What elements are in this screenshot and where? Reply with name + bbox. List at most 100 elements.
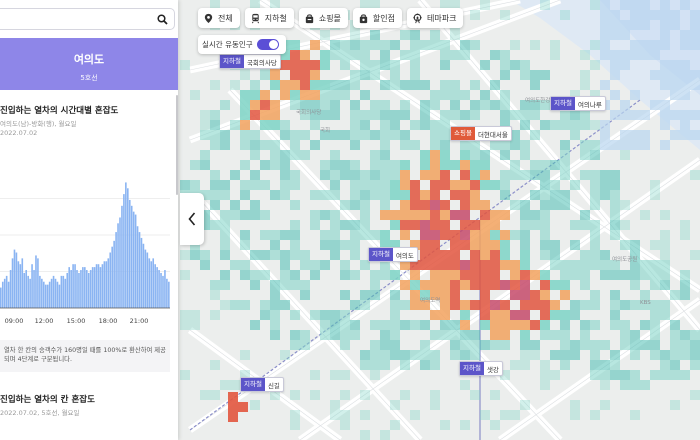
collapse-panel-button[interactable]: [180, 193, 204, 245]
filter-discount-store[interactable]: 할인점: [352, 8, 403, 28]
heat-cell: [210, 110, 220, 120]
chart-bar: [64, 278, 67, 308]
heat-cell: [350, 30, 360, 40]
heat-cell: [460, 330, 470, 340]
heat-cell: [440, 260, 450, 270]
heat-cell: [370, 150, 380, 160]
map-pin-subway[interactable]: 지하철 신길: [240, 377, 284, 392]
chart-bar: [37, 258, 39, 308]
chart-bar: [99, 267, 102, 308]
chart-bar: [1, 281, 4, 308]
map-pin-subway[interactable]: 지하철 여의나루: [550, 96, 606, 111]
heat-cell: [670, 320, 680, 330]
heat-cell: [390, 60, 400, 70]
heat-cell: [280, 80, 290, 90]
heat-cell: [590, 240, 600, 250]
search-input[interactable]: [0, 8, 175, 30]
heat-cell: [590, 0, 600, 10]
heat-cell: [450, 280, 460, 290]
panel-scrollbar[interactable]: [176, 95, 178, 195]
heat-cell: [680, 40, 690, 50]
map-pin-subway[interactable]: 지하철 여의도: [368, 247, 418, 262]
filter-theme-park[interactable]: 테마파크: [407, 8, 464, 28]
heat-cell: [310, 210, 320, 220]
chart-bar: [33, 270, 35, 308]
heat-cell: [310, 110, 320, 120]
heat-cell: [540, 250, 550, 260]
filter-all[interactable]: 전체: [198, 8, 240, 28]
heat-cell: [430, 130, 440, 140]
map-pin-subway[interactable]: 지하철 샛강: [459, 361, 503, 376]
car-congestion-title: 진입하는 열차의 칸 혼잡도: [0, 395, 95, 405]
heat-cell: [240, 120, 250, 130]
heat-cell: [540, 220, 550, 230]
heat-cell: [360, 210, 370, 220]
chart-bar: [72, 264, 74, 308]
map-pin-shopping[interactable]: 쇼핑몰 더현대서울: [450, 126, 512, 141]
map-pin-subway[interactable]: 지하철 국회의사당: [219, 54, 281, 69]
heat-cell: [510, 280, 520, 290]
heat-cell: [310, 310, 320, 320]
heat-cell: [560, 150, 570, 160]
heat-cell: [490, 50, 500, 60]
filter-label: 테마파크: [427, 13, 457, 23]
chart-bar: [109, 252, 112, 308]
pin-tag: 쇼핑몰: [451, 127, 475, 140]
chart-bar: [39, 275, 41, 308]
heat-cell: [300, 250, 310, 260]
search-icon[interactable]: [157, 14, 168, 25]
heat-cell: [520, 310, 530, 320]
heat-cell: [390, 420, 400, 430]
heat-cell: [570, 120, 580, 130]
heat-cell: [370, 160, 380, 170]
heat-cell: [430, 40, 440, 50]
realtime-label: 실시간 유동인구: [202, 40, 253, 49]
heat-cell: [310, 90, 320, 100]
heat-cell: [260, 160, 270, 170]
heat-cell: [580, 50, 590, 60]
heat-cell: [300, 50, 310, 60]
heat-cell: [330, 410, 340, 420]
heat-cell: [480, 290, 490, 300]
heat-cell: [200, 190, 210, 200]
heat-cell: [520, 210, 530, 220]
chart-bar: [23, 272, 26, 308]
heat-cell: [690, 30, 700, 40]
heat-cell: [600, 130, 610, 140]
filter-shopping-mall[interactable]: 쇼핑몰: [298, 8, 348, 28]
heat-cell: [430, 220, 440, 230]
heat-cell: [580, 70, 590, 80]
heat-cell: [410, 270, 420, 280]
heat-cell: [290, 140, 300, 150]
heat-cell: [550, 370, 560, 380]
heat-cell: [590, 120, 600, 130]
heat-cell: [400, 320, 410, 330]
heat-cell: [360, 110, 370, 120]
realtime-toggle[interactable]: [256, 39, 279, 50]
heat-cell: [380, 350, 390, 360]
heat-cell: [250, 180, 260, 190]
heat-cell: [430, 210, 440, 220]
heat-cell: [540, 360, 550, 370]
heat-cell: [370, 170, 380, 180]
heat-cell: [200, 130, 210, 140]
heat-cell: [680, 270, 690, 280]
heat-cell: [490, 300, 500, 310]
heat-cell: [680, 350, 690, 360]
heat-cell: [220, 240, 230, 250]
heat-cell: [320, 260, 330, 270]
heat-cell: [460, 180, 470, 190]
heat-cell: [600, 40, 610, 50]
heat-cell: [440, 80, 450, 90]
heat-cell: [240, 160, 250, 170]
filter-subway[interactable]: 지하철: [244, 8, 294, 28]
heat-cell: [250, 400, 260, 410]
heat-cell: [260, 90, 270, 100]
heat-cell: [330, 90, 340, 100]
heat-cell: [410, 260, 420, 270]
heat-cell: [520, 360, 530, 370]
heat-cell: [680, 290, 690, 300]
heat-cell: [630, 90, 640, 100]
